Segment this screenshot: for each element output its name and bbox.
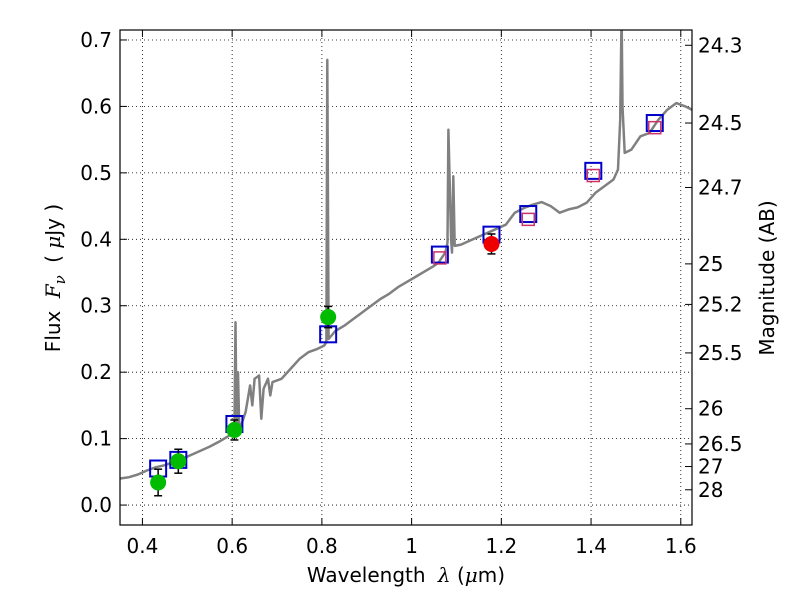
x-tick-label: 1.2 (485, 534, 517, 558)
y2-tick-label: 27 (698, 455, 723, 479)
x-tick-label: 0.6 (216, 534, 248, 558)
y-tick-label: 0.1 (80, 427, 112, 451)
y2-tick-label: 25.2 (698, 292, 743, 316)
y2-tick-label: 24.5 (698, 111, 743, 135)
y-tick-label: 0.3 (80, 294, 112, 318)
optical-obs-point (170, 453, 187, 470)
ir-band-marker (586, 168, 601, 183)
x-tick-label: 1 (405, 534, 418, 558)
y2-tick-label: 28 (698, 478, 723, 502)
y2-tick-label: 26 (698, 397, 723, 421)
model-band-marker (645, 114, 664, 133)
nir-obs-point (483, 235, 500, 252)
axis-ticks: 0.4 0.6 0.8 1 1.2 1.4 1.6 0.0 0.1 0.2 0.3 0.4 0.5 0.6… (80, 28, 742, 558)
x-tick-label: 1.6 (665, 534, 697, 558)
y2-tick-label: 25.5 (698, 341, 743, 365)
spectrum-line (120, 30, 692, 480)
grid-lines (120, 30, 692, 525)
y-tick-label: 0.4 (80, 227, 112, 251)
y2-tick-label: 24.3 (698, 33, 743, 57)
x-tick-label: 1.4 (575, 534, 607, 558)
x-tick-label: 0.8 (306, 534, 338, 558)
optical-obs-point (320, 309, 337, 326)
model-band-marker (430, 245, 449, 264)
y2-tick-label: 25 (698, 252, 723, 276)
optical-obs-point (150, 474, 167, 491)
x-axis-title: Wavelength λ (μm) (307, 563, 505, 587)
optical-obs-point (226, 421, 243, 438)
y2-axis-title: Magnitude (AB) (755, 200, 779, 355)
y-axis-title: Flux Fν ( μJy ) (41, 204, 70, 352)
plot-frame (119, 29, 693, 526)
y2-tick-label: 26.5 (698, 432, 743, 456)
model-band-marker (519, 205, 538, 224)
ir-band-marker (521, 212, 536, 227)
model-band-marker (584, 161, 603, 180)
ir-band-marker (433, 251, 447, 265)
y-tick-label: 0.5 (80, 161, 112, 185)
y-tick-label: 0.2 (80, 360, 112, 384)
ir-band-marker (648, 120, 662, 135)
y2-tick-label: 24.7 (698, 175, 743, 199)
y-tick-label: 0.0 (80, 493, 112, 517)
y-tick-label: 0.6 (80, 94, 112, 118)
x-tick-label: 0.4 (127, 534, 159, 558)
y-tick-label: 0.7 (80, 28, 112, 52)
plot-area (120, 30, 692, 497)
